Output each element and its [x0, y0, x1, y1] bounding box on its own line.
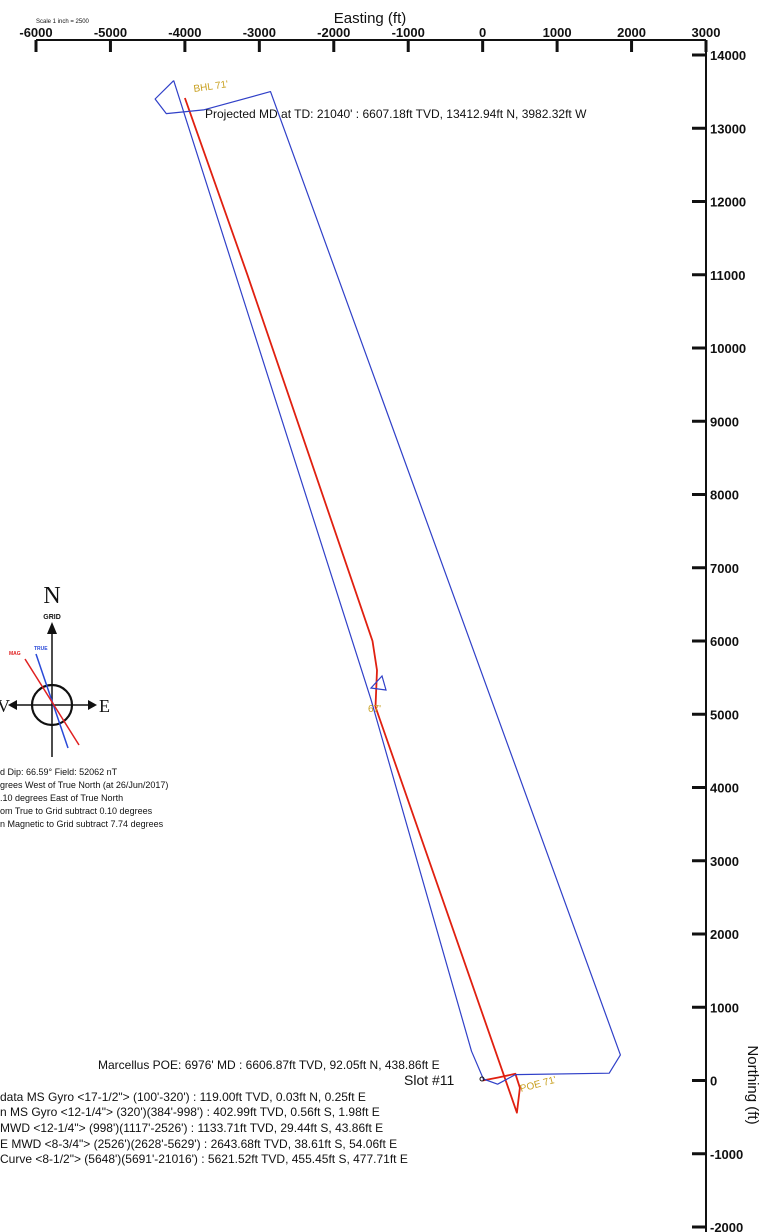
true-label: TRUE [34, 646, 48, 652]
x-tick-label: 3000 [692, 25, 721, 40]
mag-info-line: grees West of True North (at 26/Jun/2017… [0, 780, 168, 790]
north-letter: N [43, 583, 60, 609]
y-tick-label: 10000 [710, 341, 746, 356]
y-tick-label: -1000 [710, 1147, 743, 1162]
mag-info-line: om True to Grid subtract 0.10 degrees [0, 806, 153, 816]
y-tick-label: 8000 [710, 488, 739, 503]
x-tick-label: 1000 [543, 25, 572, 40]
y-tick-label: 11000 [710, 268, 745, 283]
slot-marker [479, 1076, 485, 1082]
y-tick-label: 14000 [710, 48, 746, 63]
legend-entry: data MS Gyro <17-1/2"> (100'-320') : 119… [0, 1090, 366, 1104]
tolerance-bhl-label: BHL 71' [193, 79, 229, 95]
x-tick-label: -6000 [19, 25, 52, 40]
y-ticks: 1400013000120001100010000900080007000600… [692, 48, 746, 1232]
y-tick-label: 1000 [710, 1000, 739, 1015]
y-tick-label: 2000 [710, 927, 739, 942]
north-arrow-head [47, 622, 57, 634]
compass-ring [30, 683, 74, 727]
tolerance-poe-label: POE 71' [519, 1075, 558, 1095]
survey-legend: data MS Gyro <17-1/2"> (100'-320') : 119… [0, 1090, 408, 1166]
scale-label: Scale 1 inch = 2500 [36, 19, 90, 25]
north-arrow: N GRID TRUE MAG V E [0, 583, 110, 757]
grid-label: GRID [43, 614, 61, 621]
east-letter: E [99, 696, 110, 716]
x-tick-label: -5000 [94, 25, 127, 40]
lease-boundary-line [154, 80, 622, 1085]
y-tick-label: 7000 [710, 561, 739, 576]
mag-info-line: d Dip: 66.59° Field: 52062 nT [0, 767, 118, 777]
y-tick-label: -2000 [710, 1220, 743, 1232]
x-axis-title: Easting (ft) [334, 10, 407, 27]
x-tick-label: -2000 [317, 25, 350, 40]
x-ticks: -6000 -5000 -4000 -3000 -2000 -1000 0 1000 2000 3… [19, 25, 720, 52]
x-tick-label: 2000 [617, 25, 646, 40]
west-letter: V [0, 696, 10, 716]
y-axis-title: Northing (ft) [744, 1045, 761, 1124]
mag-info-line: .10 degrees East of True North [0, 793, 123, 803]
x-tick-label: 0 [479, 25, 486, 40]
y-tick-label: 12000 [710, 195, 746, 210]
projected-td-label: Projected MD at TD: 21040' : 6607.18ft T… [205, 107, 587, 121]
y-tick-label: 0 [710, 1074, 717, 1089]
y-tick-label: 9000 [710, 414, 739, 429]
wellbore-path-line [184, 97, 521, 1114]
legend-entry: n MS Gyro <12-1/4"> (320')(384'-998') : … [0, 1105, 380, 1119]
legend-entry: Curve <8-1/2"> (5648')(5691'-21016') : 5… [0, 1152, 408, 1166]
east-arrow-head [88, 700, 97, 710]
poe-label: Marcellus POE: 6976' MD : 6606.87ft TVD,… [98, 1058, 440, 1072]
magnetic-north-line [24, 658, 80, 746]
magnetic-info: d Dip: 66.59° Field: 52062 nT grees West… [0, 767, 168, 829]
west-arrow-head [8, 700, 17, 710]
mag-label: MAG [9, 651, 21, 657]
x-tick-label: -3000 [243, 25, 276, 40]
legend-entry: E MWD <8-3/4"> (2526')(2628'-5629') : 26… [0, 1137, 397, 1151]
y-tick-label: 5000 [710, 707, 739, 722]
tolerance-mid-label: 67' [368, 704, 381, 715]
mid-lateral-marker [369, 674, 387, 691]
legend-entry: MWD <12-1/4"> (998')(1117'-2526') : 1133… [0, 1121, 383, 1135]
y-tick-label: 4000 [710, 781, 739, 796]
mag-info-line: n Magnetic to Grid subtract 7.74 degrees [0, 819, 164, 829]
y-tick-label: 13000 [710, 121, 746, 136]
x-tick-label: -1000 [392, 25, 425, 40]
y-tick-label: 6000 [710, 634, 739, 649]
y-tick-label: 3000 [710, 854, 739, 869]
series-layer [154, 80, 622, 1114]
x-tick-label: -4000 [168, 25, 201, 40]
slot-label: Slot #11 [404, 1072, 455, 1088]
